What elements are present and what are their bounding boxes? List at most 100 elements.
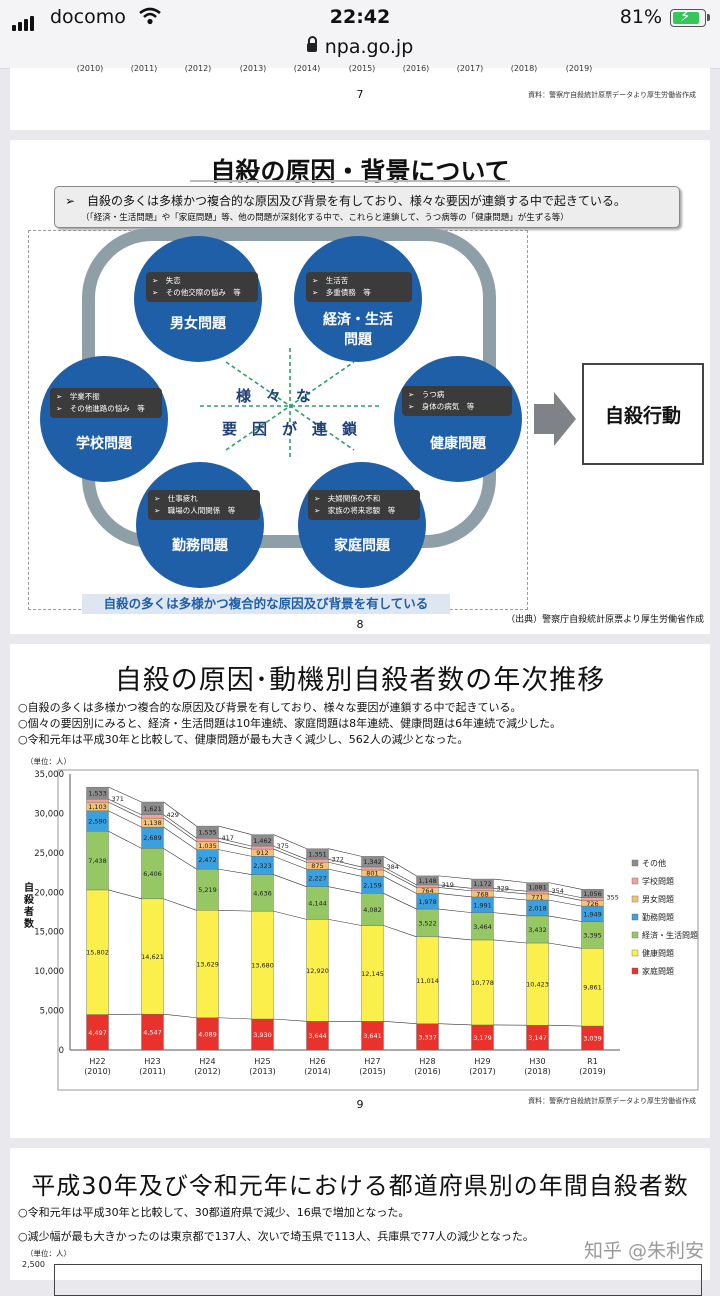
- series-connector: [274, 846, 307, 859]
- year-label: (2011): [131, 64, 158, 73]
- circle-item: ➢ その他交際の悩み 等: [152, 287, 252, 299]
- series-connector: [274, 911, 307, 919]
- data-label: 375: [277, 842, 289, 850]
- bullet-item: ○減少幅が最も大きかったのは東京都で137人、次いで埼玉県で113人、兵庫県で7…: [18, 1228, 534, 1244]
- series-connector: [494, 940, 527, 943]
- summary-subline: （「経済・生活問題」や「家庭問題」等、他の問題が深刻化する中で、これらと連鎖して…: [81, 211, 569, 223]
- data-label: 5,219: [198, 886, 217, 894]
- circle-item: ➢ 多重債務 等: [312, 287, 406, 299]
- circle-item: ➢ 仕事疲れ: [154, 493, 254, 505]
- y-tick-label: 30,000: [34, 809, 64, 819]
- series-connector: [329, 869, 362, 876]
- legend-label: 家庭問題: [642, 966, 674, 976]
- legend-swatch: [632, 932, 638, 938]
- series-connector: [384, 1021, 417, 1023]
- data-label: 3,432: [528, 926, 547, 934]
- lock-icon: [307, 43, 317, 52]
- battery-percent: 81%: [620, 6, 662, 28]
- legend-swatch: [632, 896, 638, 902]
- circle-label: 勤務問題: [136, 536, 264, 556]
- unit-label: （単位：人）: [26, 1248, 71, 1259]
- data-label: 1,342: [363, 858, 382, 866]
- circle-item: ➢ 夫婦関係の不和: [314, 493, 414, 505]
- data-label: 12,920: [306, 967, 329, 975]
- data-label: 875: [311, 862, 323, 870]
- data-label: 3,641: [363, 1032, 382, 1040]
- series-connector: [164, 899, 197, 910]
- data-label: 15,802: [86, 949, 109, 957]
- data-label: 2,323: [253, 862, 272, 870]
- y-tick-label: 25,000: [34, 849, 64, 859]
- circle-item: ➢ 身体の病気 等: [408, 401, 506, 413]
- series-connector: [494, 913, 527, 916]
- data-label: 3,395: [583, 931, 602, 939]
- x-tick-label: H24: [199, 1057, 215, 1066]
- year-label: (2018): [511, 64, 538, 73]
- bar-segment: [142, 815, 164, 818]
- bottom-note: 自殺の多くは多様かつ複合的な原因及び背景を有している: [82, 594, 450, 614]
- data-label: 11,014: [416, 977, 439, 985]
- bullet-item: ○令和元年は平成30年と比較して、30都道府県で減少、16県で増加となった。: [18, 1204, 409, 1220]
- data-label: 1,949: [583, 910, 602, 918]
- legend-label: 男女問題: [642, 894, 674, 904]
- circle-kenko: ➢ うつ病 ➢ 身体の病気 等 健康問題: [394, 356, 522, 482]
- circle-label: 男女問題: [134, 314, 262, 334]
- x-tick-label: (2012): [194, 1067, 221, 1076]
- battery-icon: ⚡: [670, 9, 706, 27]
- data-label: 14,621: [141, 953, 164, 961]
- data-label: 4,497: [88, 1029, 107, 1037]
- legend-label: 学校問題: [642, 876, 674, 886]
- watermark: 知乎 @朱利安: [584, 1236, 704, 1263]
- series-connector: [549, 1025, 582, 1026]
- data-label: 417: [222, 834, 234, 842]
- data-label: 2,159: [363, 881, 382, 889]
- address-bar[interactable]: npa.go.jp: [0, 36, 720, 58]
- summary-box: ➢ 自殺の多くは多様かつ複合的な原因及び背景を有しており、様々な要因が連鎖する中…: [54, 186, 680, 228]
- year-label: (2012): [185, 64, 212, 73]
- year-label: (2019): [566, 64, 593, 73]
- data-label: 1,172: [473, 880, 492, 888]
- series-connector: [494, 891, 527, 894]
- data-label: 768: [476, 890, 488, 898]
- data-label: 10,778: [471, 979, 494, 987]
- year-label: (2015): [349, 64, 376, 73]
- data-label: 2,472: [198, 856, 217, 864]
- data-label: 4,547: [143, 1029, 162, 1037]
- series-connector: [219, 841, 252, 849]
- y-tick-label: 5,000: [40, 1007, 64, 1017]
- data-label: 12,145: [361, 970, 384, 978]
- series-connector: [164, 827, 197, 850]
- data-label: 7,438: [88, 857, 107, 865]
- series-connector: [164, 848, 197, 869]
- y-tick-label: 10,000: [34, 967, 64, 977]
- data-label: 1,978: [418, 898, 437, 906]
- circle-gakko: ➢ 学業不振 ➢ その他進路の悩み 等 学校問題: [40, 356, 168, 482]
- series-connector: [439, 893, 472, 896]
- slide-8: 自殺の原因・背景について ➢ 自殺の多くは多様かつ複合的な原因及び背景を有してお…: [10, 140, 710, 634]
- y-tick-label: 15,000: [34, 928, 64, 938]
- y-axis-label: 者: [23, 905, 34, 918]
- cause-trend-chart: 05,00010,00015,00020,00025,00030,00035,0…: [10, 644, 710, 1138]
- circle-label: 経済・生活問題: [294, 310, 422, 350]
- year-label: (2016): [403, 64, 430, 73]
- data-label: 3,464: [473, 923, 492, 931]
- series-connector: [549, 943, 582, 948]
- y-tick-label: 0: [59, 1046, 64, 1056]
- data-label: 4,636: [253, 889, 272, 897]
- bar-segment: [87, 799, 109, 802]
- series-connector: [109, 890, 142, 899]
- slide-9: 自殺の原因･動機別自殺者数の年次推移 ○自殺の多くは多様かつ複合的な原因及び背景…: [10, 644, 710, 1138]
- data-label: 9,861: [583, 984, 602, 992]
- series-connector: [109, 799, 142, 815]
- x-tick-label: (2011): [139, 1067, 166, 1076]
- data-label: 1,056: [583, 890, 602, 898]
- center-text: 要 因 が 連 鎖: [222, 418, 357, 439]
- circle-item: ➢ うつ病: [408, 389, 506, 401]
- series-connector: [384, 893, 417, 909]
- year-label: (2014): [294, 64, 321, 73]
- data-label: 912: [256, 849, 268, 857]
- y-tick-label: 20,000: [34, 888, 64, 898]
- legend-label: 勤務問題: [642, 912, 674, 922]
- x-tick-label: H22: [89, 1057, 105, 1066]
- url-text: npa.go.jp: [325, 36, 414, 58]
